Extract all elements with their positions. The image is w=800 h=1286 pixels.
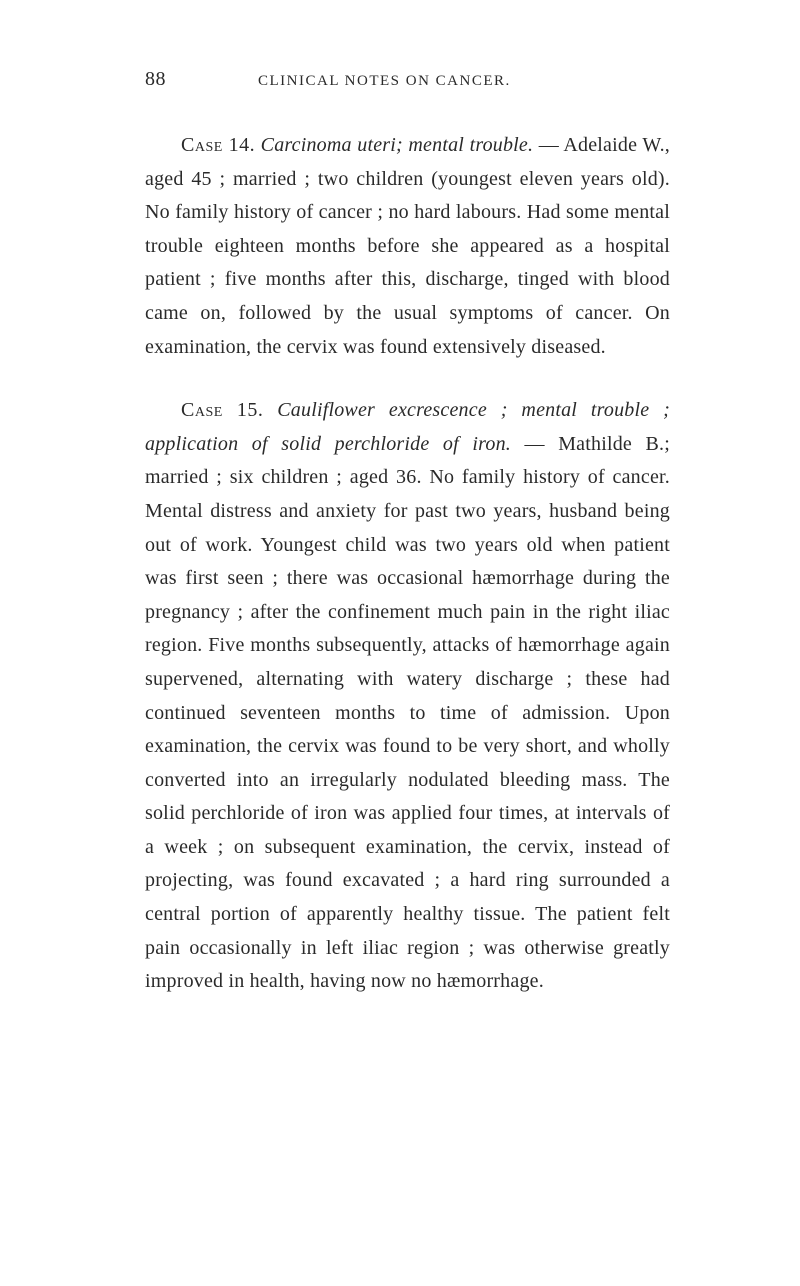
case-15-paragraph: Case 15. Cauliflower excrescence ; menta… [145,394,670,999]
case-15-body: Mathilde B.; married ; six children ; ag… [145,433,670,993]
case-14-dash: — [539,134,559,156]
case-14-body: Adelaide W., aged 45 ; married ; two chi… [145,134,670,358]
page-number: 88 [145,68,166,91]
case-14-block: Case 14. Carcinoma uteri; mental trouble… [145,129,670,364]
page-container: 88 CLINICAL NOTES ON CANCER. Case 14. Ca… [0,0,800,1286]
running-head: CLINICAL NOTES ON CANCER. [258,73,511,90]
case-14-paragraph: Case 14. Carcinoma uteri; mental trouble… [145,129,670,364]
case-15-block: Case 15. Cauliflower excrescence ; menta… [145,394,670,999]
case-15-dash: — [524,433,544,455]
case-15-label: Case 15. [181,399,263,421]
case-14-label: Case 14. [181,134,255,156]
page-header: 88 CLINICAL NOTES ON CANCER. [145,68,670,91]
case-14-title: Carcinoma uteri; mental trouble. [261,134,534,156]
